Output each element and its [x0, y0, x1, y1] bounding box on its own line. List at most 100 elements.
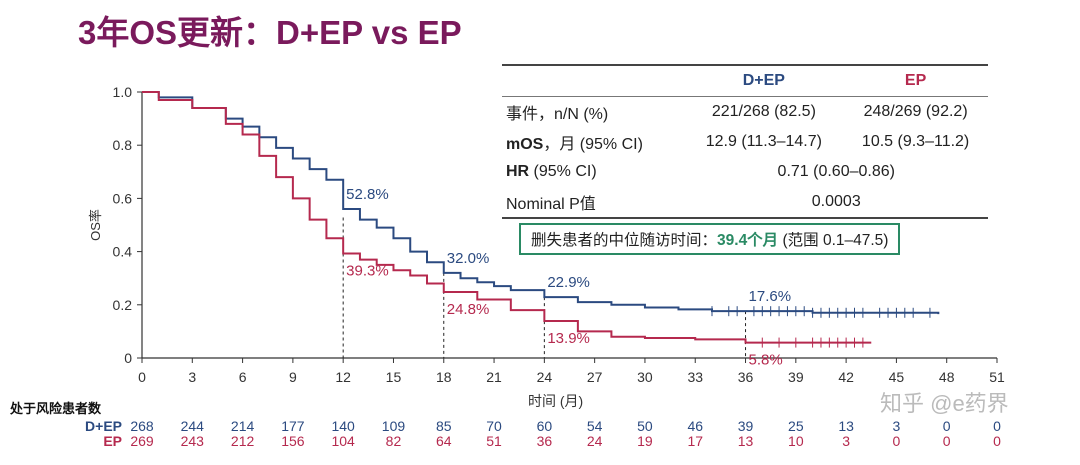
- table-row: 事件，n/N (%) 221/268 (82.5) 248/269 (92.2): [502, 97, 988, 127]
- risk-count: 0: [943, 418, 951, 434]
- risk-row-label: D+EP: [85, 418, 122, 434]
- risk-count: 3: [842, 433, 850, 449]
- risk-count: 51: [486, 433, 502, 449]
- x-tick-label: 36: [738, 369, 754, 385]
- y-tick-label: 0.6: [113, 190, 133, 206]
- ep-value: 248/269 (92.2): [863, 103, 968, 120]
- row-label-rest: (95% CI): [529, 163, 597, 180]
- risk-count: 25: [788, 418, 804, 434]
- x-tick-label: 15: [386, 369, 402, 385]
- table-row: Nominal P值 0.0003: [502, 187, 988, 219]
- x-tick-label: 12: [335, 369, 351, 385]
- risk-table-title: 处于风险患者数: [9, 401, 102, 416]
- x-tick-label: 3: [188, 369, 196, 385]
- header-dep: D+EP: [742, 72, 785, 89]
- risk-count: 177: [281, 418, 305, 434]
- dep-value: 221/268 (82.5): [711, 103, 816, 120]
- survival-rate-label: 5.8%: [749, 352, 783, 369]
- risk-count: 0: [993, 418, 1001, 434]
- risk-count: 46: [687, 418, 703, 434]
- survival-rate-label: 24.8%: [447, 301, 490, 318]
- risk-row-label: EP: [103, 433, 122, 449]
- x-tick-label: 21: [486, 369, 502, 385]
- risk-count: 3: [893, 418, 901, 434]
- y-tick-label: 0.4: [113, 244, 133, 260]
- header-ep: EP: [904, 72, 927, 89]
- x-tick-label: 42: [838, 369, 854, 385]
- row-label-bold: HR: [506, 163, 530, 180]
- survival-rate-label: 39.3%: [346, 262, 389, 279]
- risk-count: 50: [637, 418, 653, 434]
- risk-count: 156: [281, 433, 305, 449]
- table-row: mOS，月 (95% CI) 12.9 (11.3–14.7) 10.5 (9.…: [502, 127, 988, 157]
- risk-count: 24: [587, 433, 603, 449]
- risk-count: 10: [788, 433, 804, 449]
- x-tick-label: 6: [239, 369, 247, 385]
- risk-count: 17: [687, 433, 703, 449]
- x-tick-label: 30: [637, 369, 653, 385]
- x-tick-label: 18: [436, 369, 452, 385]
- x-tick-label: 0: [138, 369, 146, 385]
- table-row: HR (95% CI) 0.71 (0.60–0.86): [502, 157, 988, 187]
- risk-count: 0: [993, 433, 1001, 449]
- ep-value: 10.5 (9.3–11.2): [861, 133, 970, 150]
- risk-count: 64: [436, 433, 452, 449]
- slide-title: 3年OS更新：D+EP vs EP: [78, 14, 462, 51]
- p-value: 0.0003: [811, 193, 861, 210]
- risk-count: 243: [181, 433, 205, 449]
- x-tick-label: 9: [289, 369, 297, 385]
- row-label: 事件，n/N (%): [506, 106, 609, 123]
- risk-count: 70: [486, 418, 502, 434]
- watermark: 知乎 @e药界: [880, 391, 1009, 416]
- hr-value: 0.71 (0.60–0.86): [777, 163, 895, 180]
- row-label-rest: ，月 (95% CI): [543, 136, 643, 153]
- risk-count: 13: [738, 433, 754, 449]
- risk-count: 109: [382, 418, 406, 434]
- row-label: Nominal P值: [506, 196, 596, 213]
- survival-rate-label: 17.6%: [749, 288, 792, 305]
- x-tick-label: 39: [788, 369, 804, 385]
- row-label: HR (95% CI): [502, 163, 685, 181]
- y-axis-label: OS率: [88, 209, 103, 241]
- x-tick-label: 45: [889, 369, 905, 385]
- risk-count: 0: [943, 433, 951, 449]
- survival-rate-label: 22.9%: [547, 274, 590, 291]
- summary-table: D+EP EP 事件，n/N (%) 221/268 (82.5) 248/26…: [502, 64, 988, 219]
- row-label: mOS，月 (95% CI): [502, 130, 685, 154]
- risk-count: 0: [893, 433, 901, 449]
- risk-count: 268: [130, 418, 154, 434]
- risk-count: 85: [436, 418, 452, 434]
- followup-value: 39.4个月: [717, 232, 779, 249]
- risk-count: 36: [537, 433, 553, 449]
- risk-count: 19: [637, 433, 653, 449]
- risk-count: 104: [331, 433, 355, 449]
- x-tick-label: 24: [537, 369, 553, 385]
- y-tick-label: 0.2: [113, 297, 133, 313]
- risk-count: 214: [231, 418, 255, 434]
- survival-rate-label: 32.0%: [447, 250, 490, 267]
- x-tick-label: 48: [939, 369, 955, 385]
- risk-count: 244: [181, 418, 205, 434]
- risk-count: 54: [587, 418, 603, 434]
- risk-count: 60: [537, 418, 553, 434]
- dep-value: 12.9 (11.3–14.7): [705, 133, 822, 150]
- survival-rate-label: 13.9%: [547, 330, 590, 347]
- risk-count: 82: [386, 433, 402, 449]
- x-tick-label: 33: [687, 369, 703, 385]
- x-tick-label: 51: [989, 369, 1005, 385]
- table-header: D+EP EP: [502, 64, 988, 97]
- x-axis-label: 时间 (月): [528, 393, 583, 409]
- followup-box: 删失患者的中位随访时间：39.4个月 (范围 0.1–47.5): [519, 223, 901, 255]
- followup-text: 删失患者的中位随访时间：: [531, 232, 718, 249]
- risk-count: 140: [331, 418, 355, 434]
- x-tick-label: 27: [587, 369, 603, 385]
- y-tick-label: 0: [124, 350, 132, 366]
- row-label-bold: mOS: [506, 136, 544, 153]
- y-tick-label: 0.8: [113, 137, 133, 153]
- risk-count: 13: [838, 418, 854, 434]
- y-tick-label: 1.0: [113, 84, 133, 100]
- risk-count: 39: [738, 418, 754, 434]
- risk-count: 269: [130, 433, 154, 449]
- followup-range: (范围 0.1–47.5): [778, 232, 889, 249]
